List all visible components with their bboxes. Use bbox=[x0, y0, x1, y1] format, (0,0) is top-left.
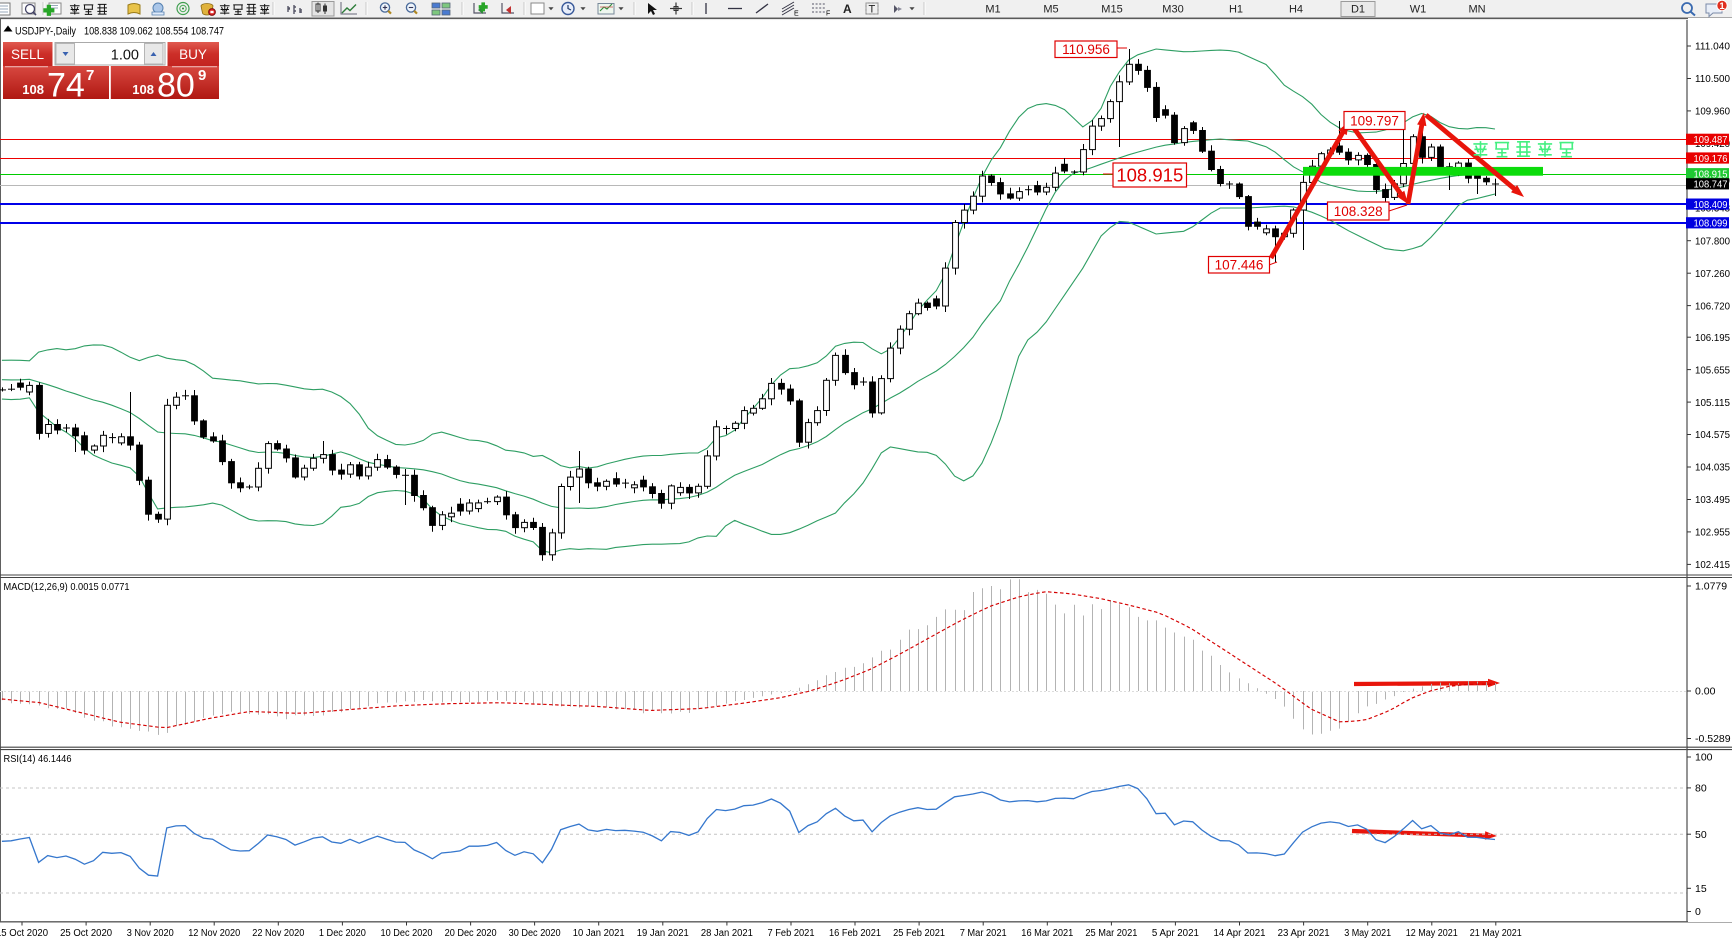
svg-text:110.956: 110.956 bbox=[1062, 42, 1110, 57]
svg-text:SELL: SELL bbox=[11, 47, 45, 62]
svg-text:1: 1 bbox=[1719, 1, 1725, 12]
svg-text:108.915: 108.915 bbox=[1694, 169, 1728, 181]
svg-text:109.176: 109.176 bbox=[1694, 153, 1728, 165]
svg-text:F: F bbox=[826, 11, 830, 18]
svg-text:80: 80 bbox=[157, 67, 195, 105]
svg-text:100: 100 bbox=[1695, 752, 1713, 764]
svg-text:7: 7 bbox=[86, 67, 94, 84]
svg-text:109.960: 109.960 bbox=[1695, 106, 1730, 118]
svg-text:105.655: 105.655 bbox=[1695, 364, 1730, 376]
svg-text:20 Dec 2020: 20 Dec 2020 bbox=[445, 928, 497, 939]
svg-text:108.328: 108.328 bbox=[1334, 204, 1383, 219]
svg-text:7 Feb 2021: 7 Feb 2021 bbox=[768, 928, 815, 939]
svg-text:106.195: 106.195 bbox=[1695, 332, 1730, 344]
svg-text:10 Dec 2020: 10 Dec 2020 bbox=[381, 928, 433, 939]
svg-text:M5: M5 bbox=[1043, 4, 1058, 16]
svg-text:RSI(14) 46.1446: RSI(14) 46.1446 bbox=[4, 754, 72, 765]
svg-text:5 Apr 2021: 5 Apr 2021 bbox=[1152, 928, 1199, 939]
svg-text:109.797: 109.797 bbox=[1350, 113, 1399, 128]
svg-text:23 Apr 2021: 23 Apr 2021 bbox=[1278, 928, 1330, 939]
svg-text:9: 9 bbox=[198, 67, 206, 84]
svg-text:108: 108 bbox=[22, 82, 44, 97]
svg-text:103.495: 103.495 bbox=[1695, 494, 1730, 506]
svg-text:50: 50 bbox=[1695, 829, 1707, 841]
svg-text:25 Mar 2021: 25 Mar 2021 bbox=[1085, 928, 1137, 939]
svg-text:104.035: 104.035 bbox=[1695, 462, 1730, 474]
svg-text:80: 80 bbox=[1695, 783, 1707, 795]
svg-text:106.720: 106.720 bbox=[1695, 300, 1730, 312]
svg-text:25 Oct 2020: 25 Oct 2020 bbox=[60, 928, 112, 939]
svg-text:USDJPY-,Daily: USDJPY-,Daily bbox=[15, 26, 76, 38]
svg-text:12 Nov 2020: 12 Nov 2020 bbox=[188, 928, 240, 939]
svg-text:104.575: 104.575 bbox=[1695, 429, 1730, 441]
svg-text:D1: D1 bbox=[1351, 4, 1365, 16]
svg-text:19 Jan 2021: 19 Jan 2021 bbox=[637, 928, 689, 939]
svg-text:3 May 2021: 3 May 2021 bbox=[1344, 928, 1391, 939]
svg-text:15: 15 bbox=[1695, 883, 1707, 895]
svg-text:12 May 2021: 12 May 2021 bbox=[1406, 928, 1458, 939]
svg-text:102.955: 102.955 bbox=[1695, 527, 1730, 539]
svg-text:107.260: 107.260 bbox=[1695, 268, 1730, 280]
svg-text:16 Mar 2021: 16 Mar 2021 bbox=[1021, 928, 1073, 939]
svg-text:0.00: 0.00 bbox=[1695, 686, 1716, 698]
svg-text:1 Dec 2020: 1 Dec 2020 bbox=[319, 928, 366, 939]
svg-text:108: 108 bbox=[132, 82, 154, 97]
svg-text:108.838 109.062 108.554 108.74: 108.838 109.062 108.554 108.747 bbox=[84, 26, 224, 38]
svg-text:M30: M30 bbox=[1162, 4, 1183, 16]
svg-text:M1: M1 bbox=[985, 4, 1000, 16]
svg-text:21 May 2021: 21 May 2021 bbox=[1470, 928, 1522, 939]
svg-text:108.409: 108.409 bbox=[1694, 199, 1728, 211]
svg-text:H4: H4 bbox=[1289, 4, 1303, 16]
svg-text:30 Dec 2020: 30 Dec 2020 bbox=[509, 928, 561, 939]
svg-text:107.800: 107.800 bbox=[1695, 235, 1730, 247]
svg-text:15 Oct 2020: 15 Oct 2020 bbox=[0, 928, 48, 939]
svg-text:111.040: 111.040 bbox=[1695, 41, 1730, 53]
svg-text:3 Nov 2020: 3 Nov 2020 bbox=[127, 928, 174, 939]
svg-text:A: A bbox=[843, 2, 852, 16]
svg-text:28 Jan 2021: 28 Jan 2021 bbox=[701, 928, 753, 939]
svg-text:MACD(12,26,9) 0.0015 0.0771: MACD(12,26,9) 0.0015 0.0771 bbox=[4, 582, 130, 593]
svg-text:74: 74 bbox=[47, 67, 85, 105]
svg-text:110.500: 110.500 bbox=[1695, 73, 1730, 85]
svg-text:H1: H1 bbox=[1229, 4, 1243, 16]
svg-text:105.115: 105.115 bbox=[1695, 397, 1730, 409]
svg-text:0: 0 bbox=[1695, 906, 1701, 918]
svg-text:108.747: 108.747 bbox=[1694, 179, 1728, 191]
svg-text:25 Feb 2021: 25 Feb 2021 bbox=[893, 928, 945, 939]
svg-text:14 Apr 2021: 14 Apr 2021 bbox=[1214, 928, 1266, 939]
svg-text:7 Mar 2021: 7 Mar 2021 bbox=[960, 928, 1007, 939]
svg-text:-0.5289: -0.5289 bbox=[1695, 733, 1731, 745]
svg-text:16 Feb 2021: 16 Feb 2021 bbox=[829, 928, 881, 939]
svg-text:T: T bbox=[869, 4, 876, 16]
svg-text:1.0779: 1.0779 bbox=[1695, 581, 1727, 593]
svg-text:10 Jan 2021: 10 Jan 2021 bbox=[573, 928, 625, 939]
svg-text:108.099: 108.099 bbox=[1694, 218, 1728, 230]
svg-text:107.446: 107.446 bbox=[1215, 258, 1264, 273]
svg-text:1.00: 1.00 bbox=[111, 48, 139, 64]
svg-text:E: E bbox=[794, 11, 799, 18]
svg-text:22 Nov 2020: 22 Nov 2020 bbox=[252, 928, 304, 939]
svg-text:M15: M15 bbox=[1101, 4, 1122, 16]
svg-text:109.487: 109.487 bbox=[1694, 134, 1728, 146]
svg-text:108.915: 108.915 bbox=[1116, 165, 1183, 186]
svg-text:102.415: 102.415 bbox=[1695, 559, 1730, 571]
svg-text:W1: W1 bbox=[1410, 4, 1427, 16]
svg-text:BUY: BUY bbox=[179, 47, 207, 62]
svg-text:MN: MN bbox=[1468, 4, 1485, 16]
